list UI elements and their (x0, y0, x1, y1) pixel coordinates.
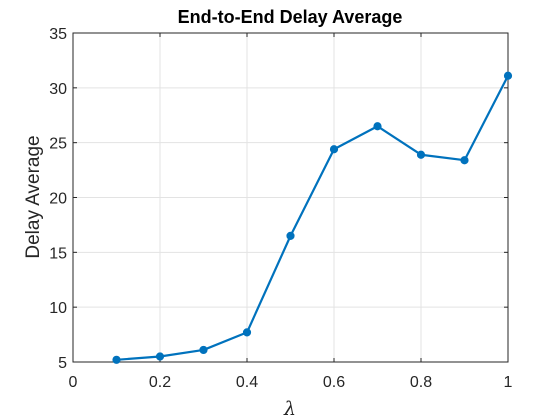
data-point (329, 145, 339, 154)
series-line (116, 75, 509, 361)
x-tick-label: 0.2 (149, 374, 171, 391)
y-tick-label: 10 (49, 300, 67, 317)
chart-title: End-to-End Delay Average (178, 7, 403, 27)
data-point (199, 345, 208, 355)
x-tick-label: 1 (504, 374, 513, 391)
data-point (155, 352, 165, 361)
data-point (460, 156, 469, 165)
y-tick-label: 30 (49, 81, 67, 98)
x-ticks: 0 0.2 0.4 0.6 0.8 1 (69, 33, 513, 391)
data-point (112, 355, 121, 364)
y-tick-label: 25 (49, 136, 67, 153)
x-tick-label: 0 (69, 374, 78, 391)
x-tick-label: 0.8 (410, 374, 432, 391)
y-tick-label: 15 (49, 245, 67, 262)
grid (73, 33, 508, 362)
y-axis-label: Delay Average (23, 135, 44, 258)
data-point (503, 71, 513, 80)
x-tick-label: 0.6 (323, 374, 345, 391)
data-point (416, 150, 426, 159)
x-tick-label: 0.4 (236, 374, 258, 391)
y-tick-label: 20 (49, 191, 67, 208)
y-tick-label: 35 (49, 26, 67, 43)
data-point (373, 122, 382, 131)
y-ticks: 5 10 15 20 25 30 35 (49, 26, 508, 372)
x-axis-label: λ (283, 398, 296, 420)
data-point (242, 328, 252, 337)
data-point (286, 231, 295, 240)
series-layer (112, 71, 513, 364)
y-tick-label: 5 (58, 355, 67, 372)
